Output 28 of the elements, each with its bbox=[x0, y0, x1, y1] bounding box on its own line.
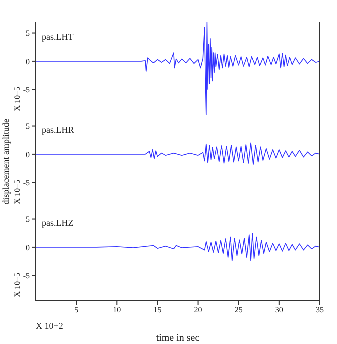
x-axis-title: time in sec bbox=[155, 333, 201, 344]
text: pas.LHZ bbox=[42, 218, 74, 228]
y-tick-label: -5 bbox=[23, 271, 30, 280]
x-tick-label: 20 bbox=[194, 306, 202, 315]
text: X 10+5 bbox=[13, 272, 22, 297]
y-tick-label: 0 bbox=[26, 243, 30, 252]
text: pas.LHT bbox=[42, 32, 74, 42]
y-tick-label: -5 bbox=[23, 85, 30, 94]
y-tick-label: 0 bbox=[26, 57, 30, 66]
line-series bbox=[36, 232, 320, 262]
y-tick-label: -5 bbox=[23, 178, 30, 188]
line-series bbox=[36, 142, 320, 165]
text: X 10+5 bbox=[13, 180, 22, 204]
line-series bbox=[36, 22, 320, 115]
text: X 10+5 bbox=[13, 86, 22, 111]
y-tick-label: 5 bbox=[26, 215, 30, 224]
x-tick-label: 15 bbox=[154, 306, 162, 315]
y-axis-title: displacement amplitude bbox=[1, 118, 11, 204]
y-tick-label: 5 bbox=[26, 29, 30, 38]
x-tick-label: 10 bbox=[113, 306, 122, 315]
text: X 10+2 bbox=[36, 321, 64, 331]
text: pas.LHR bbox=[42, 125, 74, 135]
x-tick-label: 5 bbox=[74, 306, 79, 315]
x-tick-label: 30 bbox=[275, 306, 284, 315]
y-tick-label: 5 bbox=[26, 122, 30, 132]
x-tick-label: 25 bbox=[234, 306, 243, 315]
x-tick-label: 35 bbox=[316, 306, 324, 315]
y-tick-label: 0 bbox=[26, 150, 30, 160]
